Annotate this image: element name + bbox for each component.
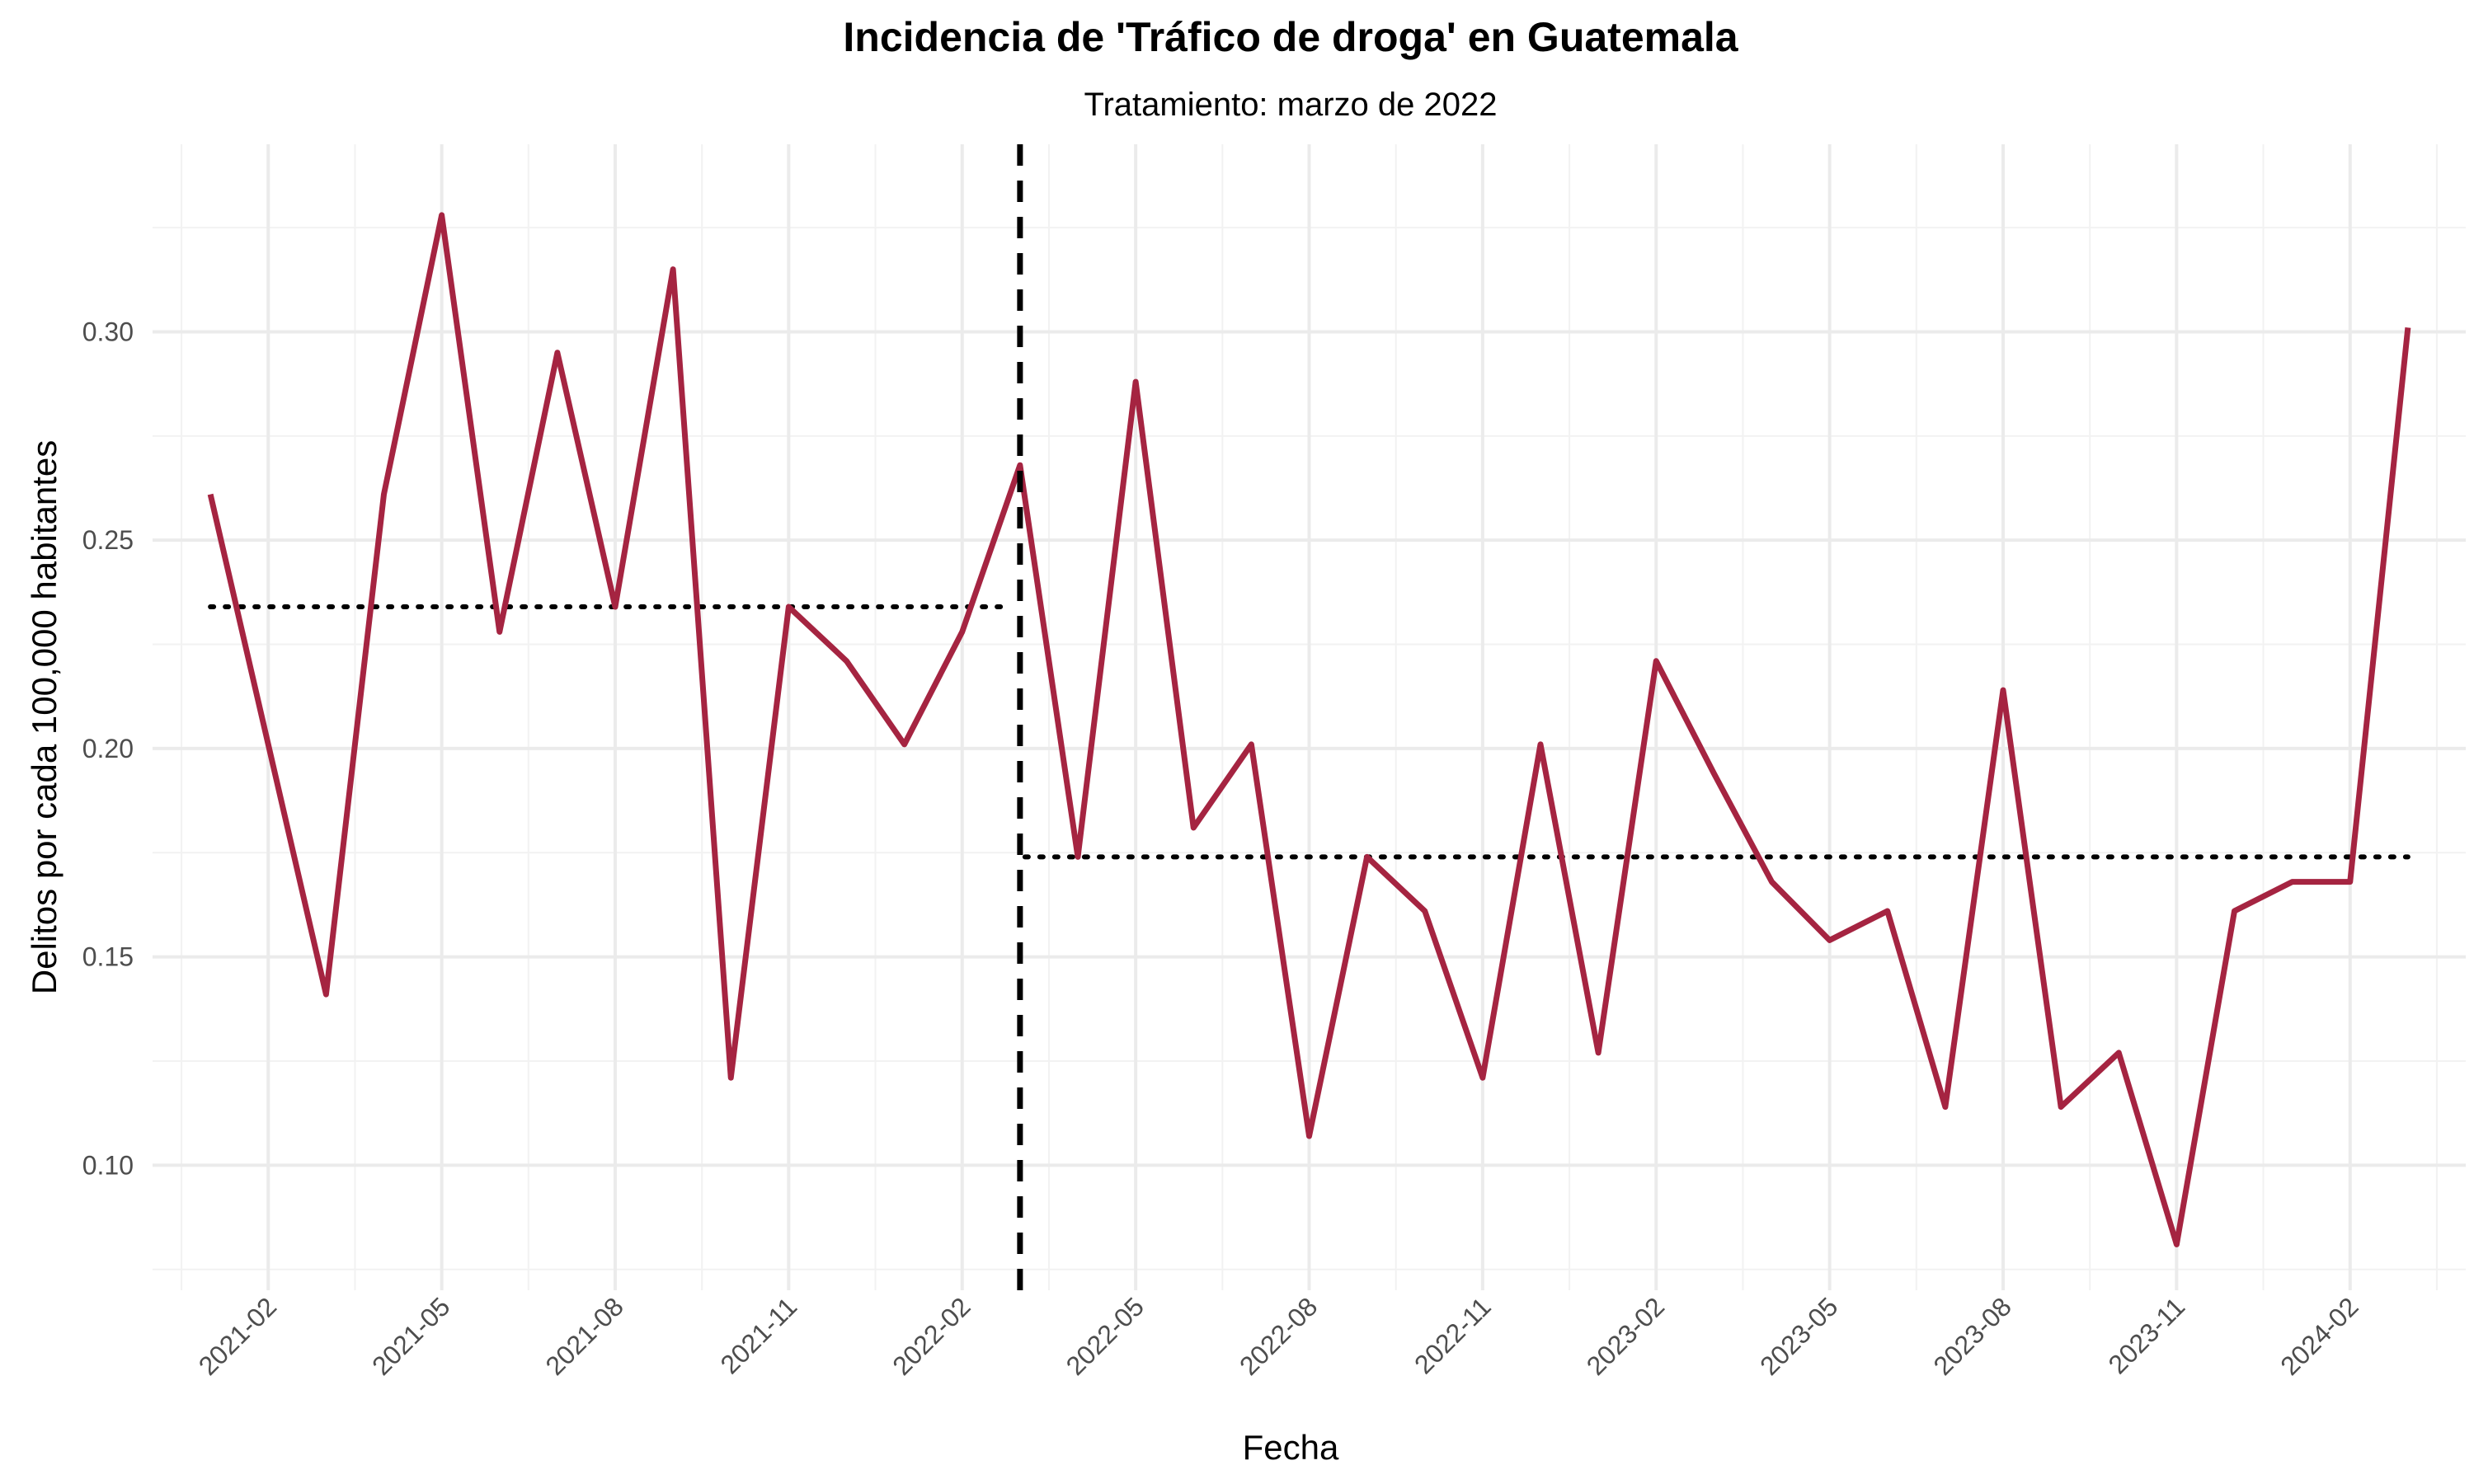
y-axis-ticks: 0.10 0.15 0.20 0.25 0.30 — [82, 317, 134, 1180]
chart-subtitle: Tratamiento: marzo de 2022 — [1084, 87, 1498, 123]
y-tick-label: 0.15 — [82, 942, 134, 972]
data-point — [382, 492, 387, 497]
data-point — [1943, 1105, 1948, 1110]
x-axis-ticks: 2021-02 2021-05 2021-08 2021-11 2022-02 2022-… — [193, 1291, 2364, 1380]
data-point — [960, 629, 965, 634]
data-point — [208, 492, 213, 497]
x-tick-label: 2022-05 — [1061, 1291, 1150, 1380]
data-point — [1365, 854, 1370, 859]
data-point — [555, 350, 560, 355]
data-point — [902, 742, 907, 747]
y-axis-title: Delitos por cada 100,000 habitantes — [25, 440, 63, 994]
data-point — [1827, 937, 1832, 942]
data-point — [2058, 1105, 2063, 1110]
data-point — [1249, 742, 1253, 747]
data-point — [1653, 659, 1658, 664]
y-tick-label: 0.10 — [82, 1150, 134, 1180]
y-tick-label: 0.20 — [82, 734, 134, 763]
x-tick-label: 2023-02 — [1581, 1291, 1670, 1380]
data-point — [613, 604, 618, 609]
data-point — [1596, 1050, 1601, 1055]
data-point — [1480, 1075, 1485, 1080]
y-tick-label: 0.30 — [82, 317, 134, 346]
data-point — [1538, 742, 1543, 747]
major-grid — [153, 144, 2466, 1290]
chart-title: Incidencia de 'Tráfico de droga' en Guat… — [843, 14, 1738, 60]
data-point — [1075, 854, 1080, 859]
x-tick-label: 2021-08 — [539, 1291, 628, 1380]
x-tick-label: 2021-02 — [193, 1291, 282, 1380]
data-point — [1711, 771, 1716, 776]
plot-marks — [207, 144, 2411, 1290]
x-tick-label: 2021-05 — [366, 1291, 455, 1380]
data-point — [1885, 909, 1890, 913]
data-point — [2348, 880, 2353, 885]
data-point — [440, 213, 444, 218]
data-point — [323, 992, 328, 997]
x-tick-label: 2023-08 — [1927, 1291, 2016, 1380]
data-point — [670, 267, 675, 272]
data-point — [1133, 379, 1138, 384]
series-line — [207, 212, 2411, 1247]
data-point — [497, 629, 502, 634]
x-tick-label: 2022-08 — [1234, 1291, 1323, 1380]
x-tick-label: 2023-05 — [1754, 1291, 1843, 1380]
data-point — [1307, 1134, 1312, 1139]
y-tick-label: 0.25 — [82, 525, 134, 555]
data-point — [1423, 909, 1427, 913]
data-point — [728, 1075, 733, 1080]
x-tick-label: 2024-02 — [2274, 1291, 2363, 1380]
data-point — [2001, 688, 2006, 693]
x-tick-label: 2022-11 — [1409, 1291, 1497, 1379]
data-point — [2116, 1050, 2121, 1055]
data-point — [1018, 463, 1023, 467]
data-point — [266, 742, 270, 747]
data-point — [1770, 880, 1775, 885]
x-axis-title: Fecha — [1243, 1428, 1339, 1467]
data-point — [2406, 325, 2411, 330]
data-point — [2290, 880, 2295, 885]
data-point — [2174, 1242, 2179, 1247]
data-point — [1191, 825, 1196, 830]
data-point — [844, 659, 849, 664]
x-tick-label: 2023-11 — [2103, 1291, 2191, 1379]
data-point — [786, 604, 791, 609]
x-tick-label: 2022-02 — [887, 1291, 976, 1380]
data-point — [2232, 909, 2237, 913]
x-tick-label: 2021-11 — [715, 1291, 803, 1379]
